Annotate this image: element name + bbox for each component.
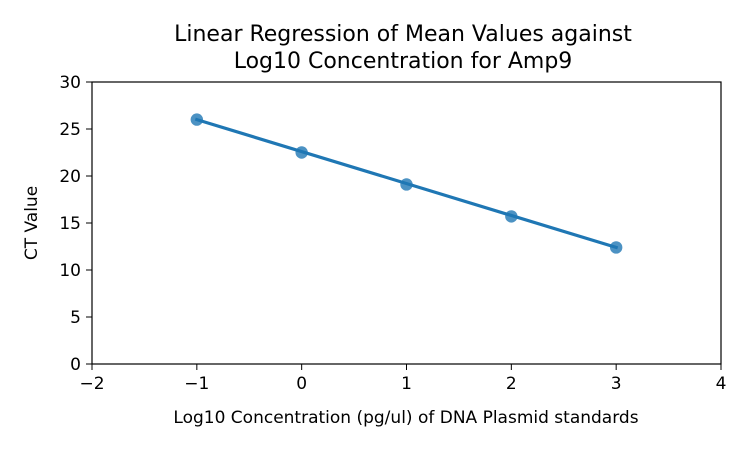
y-tick-label: 10 (59, 261, 81, 281)
data-point (505, 210, 518, 223)
y-tick-label: 5 (70, 308, 81, 328)
y-tick-label: 20 (59, 167, 81, 187)
y-tick-label: 25 (59, 120, 81, 140)
data-point (609, 241, 623, 254)
y-axis: 0 5 10 15 20 25 30 (59, 73, 92, 375)
x-axis-label: Log10 Concentration (pg/ul) of DNA Plasm… (173, 408, 638, 428)
y-tick-label: 15 (59, 214, 81, 234)
x-tick-label: 3 (611, 374, 622, 394)
y-tick-label: 0 (70, 355, 81, 375)
x-tick-label: 0 (296, 374, 307, 394)
x-tick-label: −2 (79, 374, 104, 394)
chart-title-line1: Linear Regression of Mean Values against (174, 22, 632, 47)
y-tick-label: 30 (59, 73, 81, 93)
data-point (400, 178, 413, 191)
x-axis: −2 −1 0 1 2 3 4 (79, 364, 726, 394)
chart-title-line2: Log10 Concentration for Amp9 (234, 49, 573, 74)
x-tick-label: −1 (184, 374, 209, 394)
data-point (190, 113, 204, 126)
plot-frame (91, 81, 722, 365)
x-tick-label: 4 (716, 374, 727, 394)
plot-marks (190, 113, 623, 254)
x-tick-label: 2 (506, 374, 517, 394)
x-tick-label: 1 (401, 374, 412, 394)
y-axis-label: CT Value (22, 186, 42, 260)
data-point (295, 146, 308, 159)
